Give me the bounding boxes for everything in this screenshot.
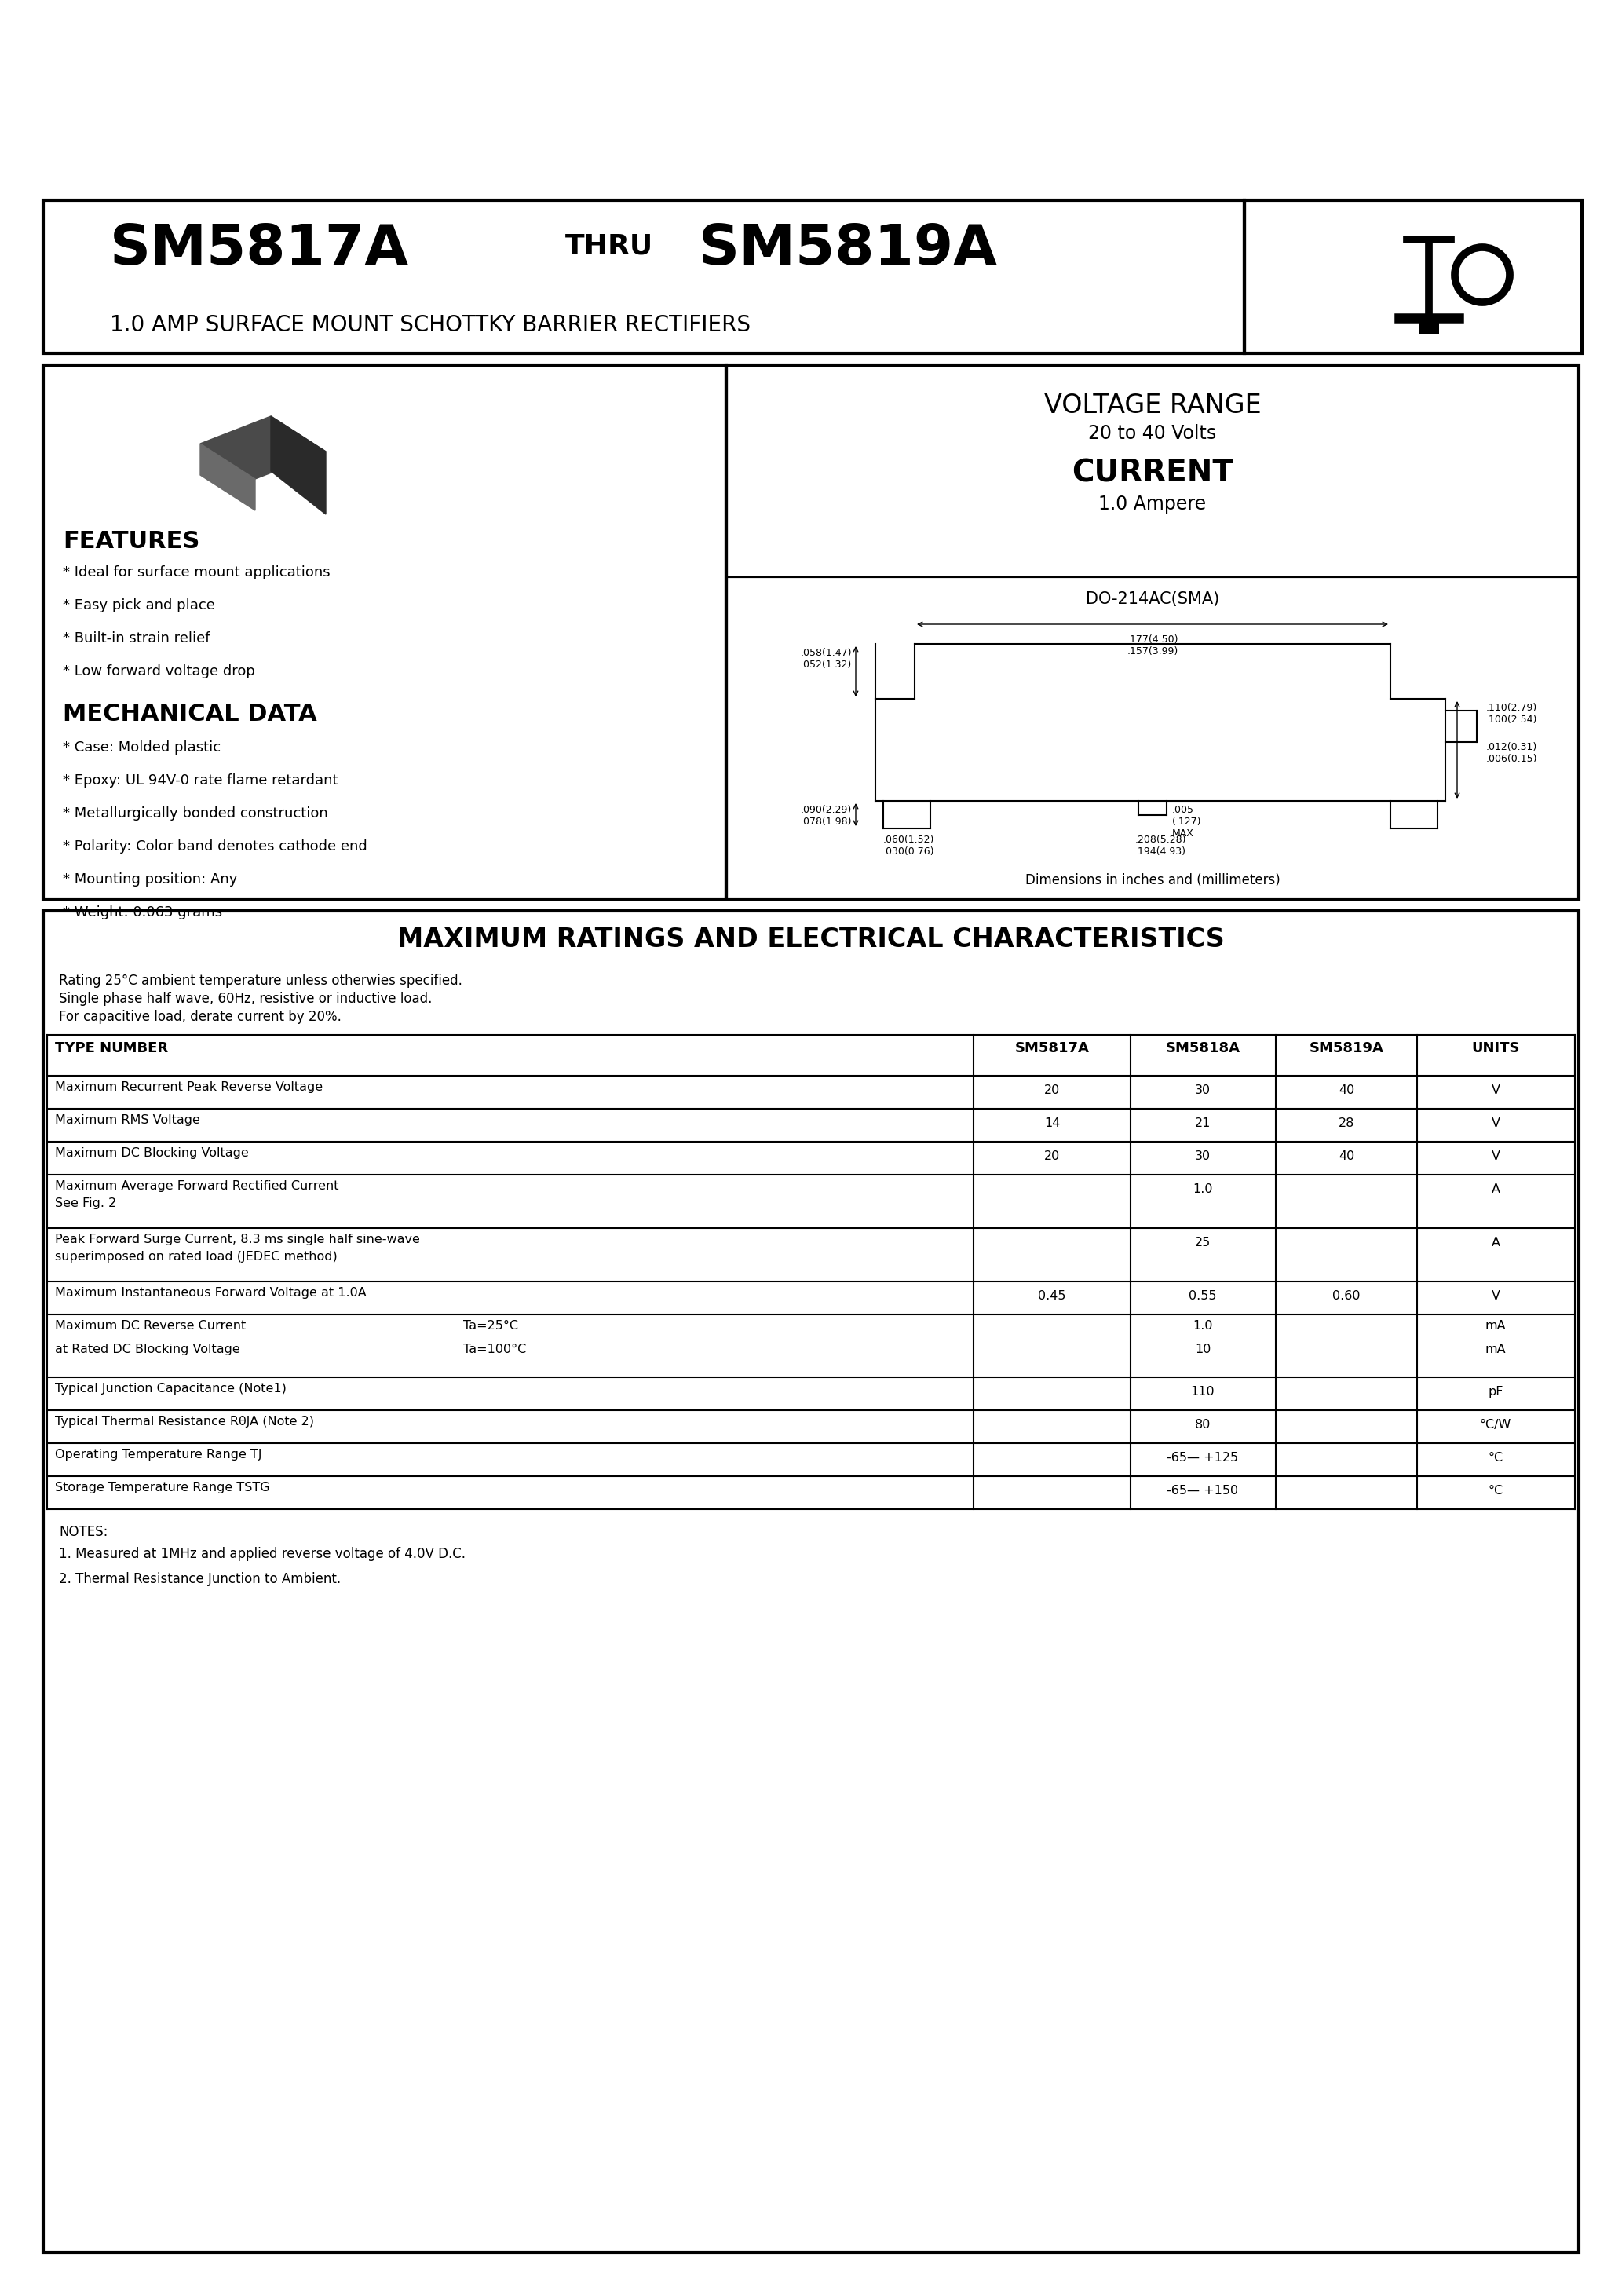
Text: .012(0.31)
.006(0.15): .012(0.31) .006(0.15) <box>1486 742 1538 765</box>
Text: DO-214AC(SMA): DO-214AC(SMA) <box>1085 592 1220 606</box>
Text: 20 to 40 Volts: 20 to 40 Volts <box>1088 425 1216 443</box>
Text: A: A <box>1491 1182 1500 1196</box>
Text: 14: 14 <box>1045 1118 1061 1130</box>
Text: V: V <box>1491 1118 1500 1130</box>
Text: 1.0 Ampere: 1.0 Ampere <box>1098 494 1207 514</box>
Text: FEATURES: FEATURES <box>63 530 200 553</box>
Text: VOLTAGE RANGE: VOLTAGE RANGE <box>1045 393 1262 418</box>
Text: Maximum Average Forward Rectified Current: Maximum Average Forward Rectified Curren… <box>55 1180 339 1192</box>
Text: at Rated DC Blocking Voltage: at Rated DC Blocking Voltage <box>55 1343 240 1355</box>
Text: °C: °C <box>1487 1451 1504 1463</box>
Text: SM5819A: SM5819A <box>1309 1040 1384 1056</box>
Text: Single phase half wave, 60Hz, resistive or inductive load.: Single phase half wave, 60Hz, resistive … <box>58 992 431 1006</box>
Text: -65— +125: -65— +125 <box>1166 1451 1239 1463</box>
Text: Typical Thermal Resistance RθJA (Note 2): Typical Thermal Resistance RθJA (Note 2) <box>55 1417 315 1428</box>
Text: °C: °C <box>1487 1486 1504 1497</box>
Text: Ta=25°C: Ta=25°C <box>464 1320 517 1332</box>
Text: .060(1.52)
.030(0.76): .060(1.52) .030(0.76) <box>884 836 934 856</box>
Text: CURRENT: CURRENT <box>1072 457 1233 487</box>
Text: * Polarity: Color band denotes cathode end: * Polarity: Color band denotes cathode e… <box>63 840 367 854</box>
Text: 40: 40 <box>1338 1084 1354 1095</box>
Text: Maximum DC Reverse Current: Maximum DC Reverse Current <box>55 1320 247 1332</box>
Text: superimposed on rated load (JEDEC method): superimposed on rated load (JEDEC method… <box>55 1251 337 1263</box>
Text: 110: 110 <box>1191 1387 1215 1398</box>
Text: SM5818A: SM5818A <box>1166 1040 1241 1056</box>
Text: 40: 40 <box>1338 1150 1354 1162</box>
Text: 25: 25 <box>1195 1238 1210 1249</box>
Bar <box>44 365 727 900</box>
Text: 28: 28 <box>1338 1118 1354 1130</box>
Text: Operating Temperature Range TJ: Operating Temperature Range TJ <box>55 1449 261 1460</box>
Text: .090(2.29)
.078(1.98): .090(2.29) .078(1.98) <box>800 806 852 827</box>
Text: 1. Measured at 1MHz and applied reverse voltage of 4.0V D.C.: 1. Measured at 1MHz and applied reverse … <box>58 1548 466 1561</box>
Text: .005
(.127)
MAX: .005 (.127) MAX <box>1173 806 1202 838</box>
Text: V: V <box>1491 1150 1500 1162</box>
Text: * Easy pick and place: * Easy pick and place <box>63 599 216 613</box>
Bar <box>1419 319 1439 333</box>
Text: * Epoxy: UL 94V-0 rate flame retardant: * Epoxy: UL 94V-0 rate flame retardant <box>63 774 337 788</box>
Bar <box>1244 200 1581 354</box>
Text: 80: 80 <box>1195 1419 1210 1430</box>
Text: * Mounting position: Any: * Mounting position: Any <box>63 872 237 886</box>
Text: UNITS: UNITS <box>1471 1040 1520 1056</box>
Text: For capacitive load, derate current by 20%.: For capacitive load, derate current by 2… <box>58 1010 341 1024</box>
Text: * Case: Molded plastic: * Case: Molded plastic <box>63 742 221 755</box>
Text: Ta=100°C: Ta=100°C <box>464 1343 526 1355</box>
Text: mA: mA <box>1486 1343 1507 1355</box>
Text: Maximum Recurrent Peak Reverse Voltage: Maximum Recurrent Peak Reverse Voltage <box>55 1081 323 1093</box>
Text: V: V <box>1491 1290 1500 1302</box>
Text: .208(5.28)
.194(4.93): .208(5.28) .194(4.93) <box>1135 836 1186 856</box>
Text: A: A <box>1491 1238 1500 1249</box>
Polygon shape <box>271 416 326 514</box>
Text: -65— +150: -65— +150 <box>1166 1486 1239 1497</box>
Text: * Ideal for surface mount applications: * Ideal for surface mount applications <box>63 565 331 579</box>
Text: * Metallurgically bonded construction: * Metallurgically bonded construction <box>63 806 328 820</box>
Text: 30: 30 <box>1195 1150 1210 1162</box>
Text: 0.55: 0.55 <box>1189 1290 1216 1302</box>
Text: 0.45: 0.45 <box>1038 1290 1066 1302</box>
Text: 1.0: 1.0 <box>1192 1182 1213 1196</box>
Bar <box>727 365 1578 576</box>
Bar <box>727 365 1578 900</box>
Text: .110(2.79)
.100(2.54): .110(2.79) .100(2.54) <box>1486 703 1538 726</box>
Text: 10: 10 <box>1195 1343 1210 1355</box>
Text: Maximum RMS Voltage: Maximum RMS Voltage <box>55 1114 200 1125</box>
Text: 30: 30 <box>1195 1084 1210 1095</box>
Text: Maximum DC Blocking Voltage: Maximum DC Blocking Voltage <box>55 1148 248 1159</box>
Text: Peak Forward Surge Current, 8.3 ms single half sine-wave: Peak Forward Surge Current, 8.3 ms singl… <box>55 1233 420 1244</box>
Bar <box>47 1035 1575 1077</box>
Text: Rating 25°C ambient temperature unless otherwies specified.: Rating 25°C ambient temperature unless o… <box>58 974 462 987</box>
Text: MAXIMUM RATINGS AND ELECTRICAL CHARACTERISTICS: MAXIMUM RATINGS AND ELECTRICAL CHARACTER… <box>397 928 1225 953</box>
Text: THRU: THRU <box>564 234 654 259</box>
Text: pF: pF <box>1487 1387 1504 1398</box>
Text: 20: 20 <box>1045 1150 1059 1162</box>
Text: SM5819A: SM5819A <box>699 223 998 276</box>
Text: 0.60: 0.60 <box>1333 1290 1361 1302</box>
Text: .058(1.47)
.052(1.32): .058(1.47) .052(1.32) <box>800 647 852 670</box>
Text: V: V <box>1491 1084 1500 1095</box>
Text: NOTES:: NOTES: <box>58 1525 107 1538</box>
Bar <box>727 576 1578 900</box>
Text: MECHANICAL DATA: MECHANICAL DATA <box>63 703 316 726</box>
Text: 2. Thermal Resistance Junction to Ambient.: 2. Thermal Resistance Junction to Ambien… <box>58 1573 341 1587</box>
Text: Storage Temperature Range TSTG: Storage Temperature Range TSTG <box>55 1481 269 1492</box>
Polygon shape <box>200 416 326 480</box>
Text: SM5817A: SM5817A <box>110 223 409 276</box>
Text: * Weight: 0.063 grams: * Weight: 0.063 grams <box>63 905 222 918</box>
Text: 1.0: 1.0 <box>1192 1320 1213 1332</box>
Text: Dimensions in inches and (millimeters): Dimensions in inches and (millimeters) <box>1025 872 1280 886</box>
Polygon shape <box>200 443 255 510</box>
Text: TYPE NUMBER: TYPE NUMBER <box>55 1040 169 1056</box>
Text: mA: mA <box>1486 1320 1507 1332</box>
Text: See Fig. 2: See Fig. 2 <box>55 1199 117 1210</box>
Text: 1.0 AMP SURFACE MOUNT SCHOTTKY BARRIER RECTIFIERS: 1.0 AMP SURFACE MOUNT SCHOTTKY BARRIER R… <box>110 315 751 335</box>
Text: Typical Junction Capacitance (Note1): Typical Junction Capacitance (Note1) <box>55 1382 287 1394</box>
Bar <box>44 200 1244 354</box>
Text: Maximum Instantaneous Forward Voltage at 1.0A: Maximum Instantaneous Forward Voltage at… <box>55 1288 367 1300</box>
Text: 20: 20 <box>1045 1084 1059 1095</box>
Bar <box>44 912 1578 2252</box>
Text: * Built-in strain relief: * Built-in strain relief <box>63 631 209 645</box>
Text: .177(4.50)
.157(3.99): .177(4.50) .157(3.99) <box>1127 634 1178 657</box>
Text: 21: 21 <box>1195 1118 1210 1130</box>
Text: SM5817A: SM5817A <box>1015 1040 1090 1056</box>
